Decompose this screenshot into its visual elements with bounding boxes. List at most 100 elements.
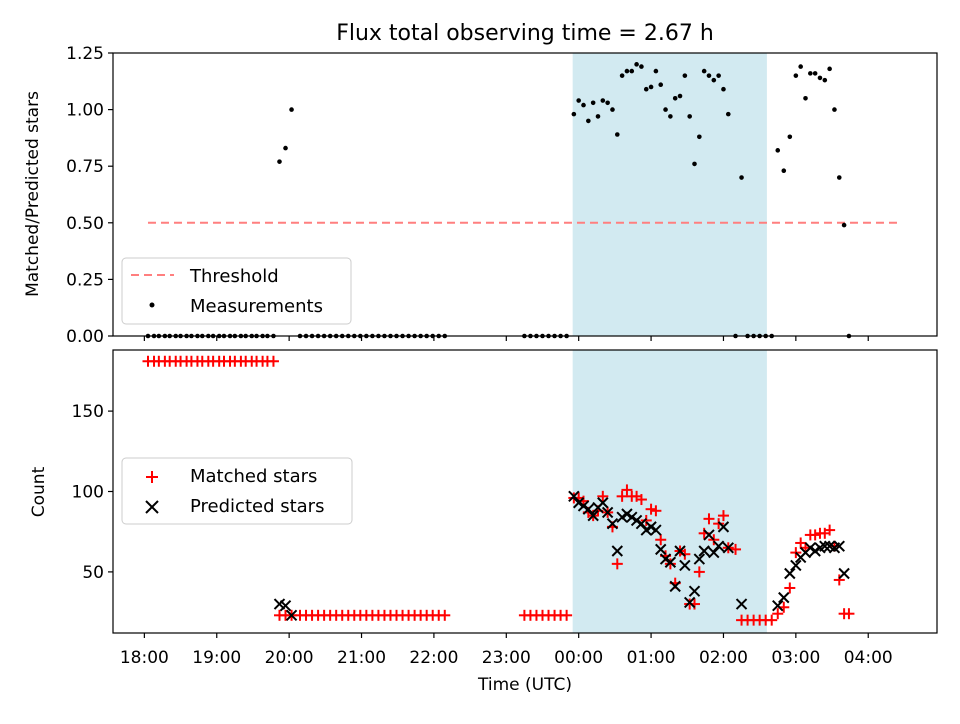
predicted-star-point xyxy=(279,599,292,612)
measurement-point xyxy=(663,107,668,112)
measurement-point xyxy=(739,175,744,180)
star-count-points xyxy=(142,355,855,626)
measurement-point xyxy=(697,134,702,140)
top-y-ticks: 0.00 0.25 0.50 0.75 1.00 1.25 xyxy=(66,44,113,347)
predicted-star-point-b xyxy=(683,596,696,609)
matched-star-point xyxy=(772,608,784,620)
predicted-star-point xyxy=(601,506,614,519)
top-y-tick-label: 0.50 xyxy=(66,214,104,234)
matched-star-point xyxy=(795,537,807,549)
matched-star-point xyxy=(717,510,729,522)
matched-star-point xyxy=(635,494,647,506)
bottom-x-ticks: 18:00 19:00 20:00 21:00 22:00 23:00 00:00 01:00… xyxy=(120,633,893,668)
predicted-star-point xyxy=(833,540,845,552)
predicted-star-point xyxy=(735,598,748,610)
predicted-star-point-b xyxy=(693,553,706,565)
predicted-star-point xyxy=(655,543,667,556)
predicted-star-point-b xyxy=(645,521,657,533)
x-tick-label: 20:00 xyxy=(265,648,314,668)
predicted-star-point-b xyxy=(698,545,710,557)
x-tick-label: 19:00 xyxy=(192,648,241,668)
predicted-star-point xyxy=(693,553,706,565)
predicted-star-point xyxy=(708,546,720,559)
predicted-star-point-b xyxy=(601,506,614,519)
measurement-point xyxy=(841,222,847,228)
matched-star-point xyxy=(713,518,725,530)
predicted-star-point xyxy=(772,599,784,612)
matched-star-point xyxy=(640,514,652,526)
predicted-star-point-b xyxy=(804,542,817,554)
measurement-point xyxy=(648,84,654,90)
x-tick-label: 03:00 xyxy=(771,648,820,668)
predicted-star-point xyxy=(587,509,599,522)
predicted-star-point-b xyxy=(778,591,790,604)
predicted-star-point xyxy=(568,490,580,503)
chart-title: Flux total observing time = 2.67 h xyxy=(336,21,714,46)
measurement-point xyxy=(600,98,606,103)
predicted-star-point xyxy=(722,542,734,554)
top-x-ticks xyxy=(143,336,869,341)
measurement-point xyxy=(658,82,664,87)
predicted-star-point xyxy=(635,517,648,530)
measurement-point xyxy=(668,114,673,119)
top-y-tick-label: 0.75 xyxy=(66,157,104,177)
top-y-tick-label: 1.25 xyxy=(66,44,104,64)
predicted-star-point-b xyxy=(790,559,802,572)
predicted-star-point-b xyxy=(784,567,796,580)
matched-star-point xyxy=(843,608,855,620)
measurement-point xyxy=(629,68,635,74)
predicted-star-point xyxy=(698,545,710,557)
x-axis-label: Time (UTC) xyxy=(477,675,572,695)
measurement-point xyxy=(590,100,596,106)
matched-star-point xyxy=(833,574,845,586)
predicted-star-point-b xyxy=(669,580,681,593)
top-y-tick-label: 0.25 xyxy=(66,270,104,290)
measurement-point xyxy=(808,71,813,76)
predicted-star-point-b xyxy=(664,556,677,568)
predicted-star-point-b xyxy=(717,521,730,533)
predicted-star-point-b xyxy=(611,545,623,557)
predicted-star-point-b xyxy=(688,585,701,597)
matched-star-point xyxy=(597,490,609,502)
x-tick-label: 22:00 xyxy=(409,648,458,668)
predicted-star-point-b xyxy=(621,508,633,520)
predicted-star-point xyxy=(664,556,677,568)
predicted-star-point-b xyxy=(279,599,292,612)
legend-matched-label: Matched stars xyxy=(190,466,317,487)
measurement-point xyxy=(672,95,678,101)
matched-star-point xyxy=(693,566,705,578)
measurement-point xyxy=(586,118,591,124)
measurement-point xyxy=(725,111,731,117)
predicted-star-point-b xyxy=(703,529,715,541)
matched-star-point xyxy=(679,548,691,560)
measurement-point xyxy=(817,75,823,81)
measurement-point xyxy=(798,64,803,69)
predicted-star-point xyxy=(683,596,696,609)
predicted-star-point xyxy=(688,585,701,597)
measurement-point xyxy=(619,73,625,78)
measurement-point xyxy=(610,107,615,112)
top-legend: Threshold Measurements xyxy=(121,257,352,325)
matched-star-point xyxy=(561,609,573,621)
measurement-point xyxy=(634,62,639,67)
top-shaded-span xyxy=(572,53,767,336)
predicted-star-point-b xyxy=(838,567,850,580)
matched-star-point xyxy=(616,490,628,502)
matched-star-point xyxy=(809,529,821,541)
legend-predicted-swatch xyxy=(145,500,159,514)
matched-star-point xyxy=(766,614,778,626)
legend-predicted-label: Predicted stars xyxy=(190,496,324,517)
bottom-y-axis-label: Count xyxy=(29,466,49,517)
predicted-star-point xyxy=(778,591,790,604)
x-tick-label: 18:00 xyxy=(120,648,169,668)
predicted-star-point-b xyxy=(587,509,599,522)
predicted-star-point xyxy=(582,503,595,515)
measurement-point xyxy=(836,175,842,180)
measurement-point xyxy=(581,102,586,108)
predicted-star-point xyxy=(784,567,796,580)
predicted-star-point-b xyxy=(285,609,298,622)
measurement-point xyxy=(624,68,630,74)
predicted-star-point-b xyxy=(273,598,286,610)
predicted-star-point-b xyxy=(577,500,590,512)
measurement-point xyxy=(781,168,787,174)
